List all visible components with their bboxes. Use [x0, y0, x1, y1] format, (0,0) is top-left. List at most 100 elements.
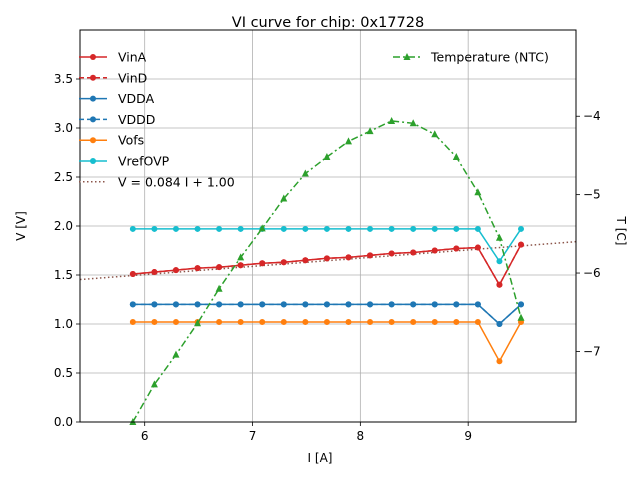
point-vina-17: [496, 281, 503, 288]
point-vdda-10: [345, 301, 352, 308]
legend-label-vofs: Vofs: [118, 133, 144, 148]
point-vina-5: [237, 262, 244, 269]
point-temperature-ntc-17: [495, 233, 503, 241]
point-vina-7: [280, 259, 287, 266]
y2-axis-label: T [C]: [614, 216, 628, 246]
y2-tick-label-3: −4: [583, 109, 601, 123]
y-tick-label-1: 0.5: [54, 366, 73, 380]
point-vrefovp-5: [237, 225, 244, 232]
point-vdda-18: [518, 301, 525, 308]
legend-marker-vind: [90, 74, 96, 81]
legend-label-v-0-084-i-1-00: V = 0.084 I + 1.00: [118, 174, 235, 189]
point-temperature-ntc-15: [452, 153, 460, 161]
point-vdda-14: [431, 301, 438, 308]
point-vina-15: [453, 245, 460, 252]
point-vrefovp-18: [518, 225, 525, 232]
point-vofs-17: [496, 358, 503, 365]
point-vofs-14: [431, 319, 438, 326]
point-vdda-5: [237, 301, 244, 308]
legend-marker-vina: [90, 54, 96, 60]
point-vrefovp-3: [194, 225, 201, 232]
temperature-series-group: [129, 116, 525, 425]
legend-label-vddd: VDDD: [118, 112, 155, 127]
point-temperature-ntc-12: [388, 116, 396, 124]
point-temperature-ntc-6: [258, 224, 266, 232]
point-vofs-6: [259, 319, 266, 326]
point-vdda-11: [367, 301, 374, 308]
point-vdda-12: [388, 301, 395, 308]
point-vdda-9: [323, 301, 330, 308]
series-temperature-ntc: [129, 116, 525, 425]
y-tick-label-7: 3.5: [54, 72, 73, 86]
legend-right: Temperature (NTC): [393, 50, 549, 65]
point-temperature-ntc-2: [172, 350, 180, 358]
point-vdda-0: [129, 301, 136, 308]
y-tick-label-0: 0.0: [54, 415, 73, 429]
point-vina-14: [431, 247, 438, 254]
point-vina-4: [216, 264, 223, 271]
legend-label-vind: VinD: [118, 70, 147, 85]
x-tick-label-0: 6: [141, 429, 149, 443]
point-vina-2: [172, 267, 179, 274]
point-vrefovp-14: [431, 225, 438, 232]
point-vofs-2: [172, 319, 179, 326]
point-vina-8: [302, 257, 309, 264]
y-tick-label-6: 3.0: [54, 121, 73, 135]
point-vina-6: [259, 260, 266, 267]
y-tick-label-5: 2.5: [54, 170, 73, 184]
point-temperature-ntc-18: [517, 313, 525, 321]
point-vofs-10: [345, 319, 352, 326]
y-tick-label-2: 1.0: [54, 317, 73, 331]
y-tick-label-3: 1.5: [54, 268, 73, 282]
point-vdda-15: [453, 301, 460, 308]
point-temperature-ntc-13: [409, 119, 417, 127]
point-vdda-17: [496, 321, 503, 327]
y-axis-ticks: 0.0 0.5 1.0 1.5 2.0 2.5 3.0 3.5: [54, 72, 80, 429]
point-vofs-1: [151, 319, 158, 326]
point-vina-10: [345, 254, 352, 261]
point-temperature-ntc-4: [215, 284, 223, 292]
legend-label-vina: VinA: [118, 50, 147, 65]
x-tick-label-1: 7: [249, 429, 257, 443]
point-vofs-12: [388, 319, 395, 326]
x-axis-ticks: 6 7 8 9: [141, 422, 472, 443]
legend-label-vrefovp: VrefOVP: [118, 154, 170, 169]
point-vrefovp-17: [496, 258, 503, 265]
point-vofs-9: [323, 319, 330, 326]
legend-marker-vddd: [90, 116, 96, 123]
point-vofs-4: [216, 319, 223, 326]
point-vofs-15: [453, 319, 460, 326]
x-tick-label-2: 8: [357, 429, 365, 443]
point-vdda-7: [280, 301, 287, 308]
legend-label-temperature-ntc: Temperature (NTC): [430, 50, 549, 65]
point-temperature-ntc-1: [150, 380, 158, 388]
legend-marker-vdda: [90, 95, 96, 102]
point-temperature-ntc-11: [366, 127, 374, 135]
point-vdda-1: [151, 301, 158, 308]
point-vdda-2: [172, 301, 179, 308]
point-vofs-11: [367, 319, 374, 326]
point-vrefovp-0: [129, 225, 136, 232]
point-vrefovp-4: [216, 225, 223, 232]
point-vofs-0: [129, 319, 136, 326]
point-vina-11: [367, 252, 374, 259]
point-vina-13: [410, 249, 417, 256]
point-vofs-16: [474, 319, 481, 326]
legend-left: VinA VinD VDDA VDDD Vofs VrefOVP V = 0.084 I +…: [79, 50, 235, 189]
point-vrefovp-11: [367, 225, 374, 232]
point-vofs-7: [280, 319, 287, 326]
point-vina-16: [474, 244, 481, 251]
point-vrefovp-1: [151, 225, 158, 232]
y-tick-label-4: 2.0: [54, 219, 73, 233]
point-vrefovp-2: [172, 225, 179, 232]
point-temperature-ntc-8: [301, 169, 309, 177]
point-vdda-4: [216, 301, 223, 308]
point-vdda-3: [194, 301, 201, 308]
point-vina-9: [323, 255, 330, 262]
point-vina-12: [388, 250, 395, 257]
point-vofs-5: [237, 319, 244, 326]
y2-tick-label-2: −5: [583, 188, 601, 202]
point-temperature-ntc-5: [237, 253, 245, 261]
y2-axis-ticks: −7 −6 −5 −4: [576, 109, 601, 358]
